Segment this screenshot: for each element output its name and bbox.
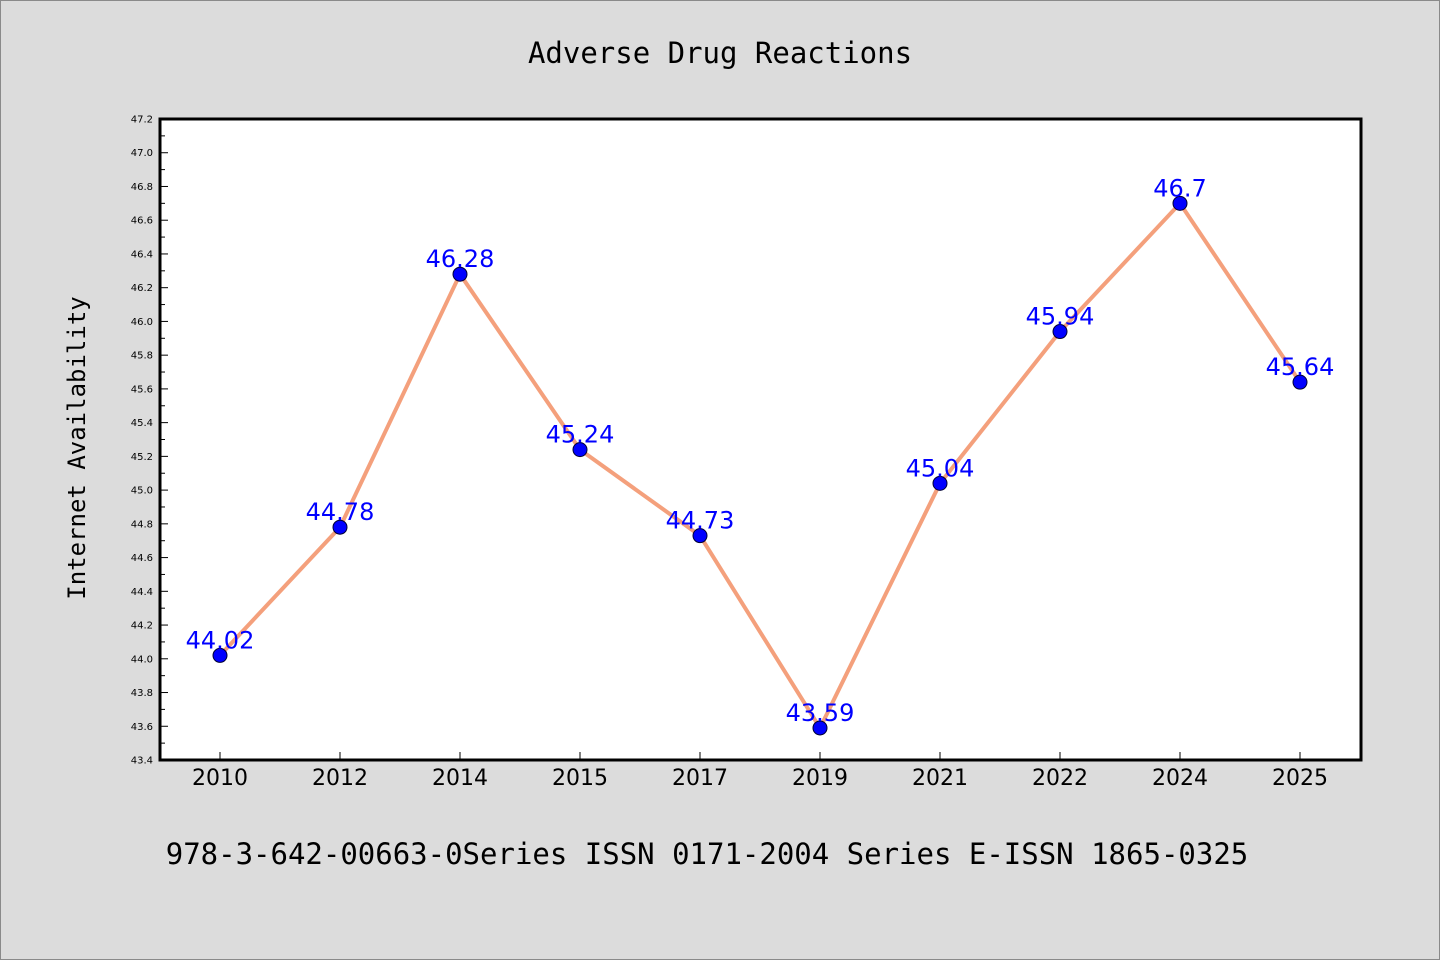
series-line-group — [218, 201, 1302, 730]
data-point — [452, 266, 468, 282]
chart-title: Adverse Drug Reactions — [528, 36, 912, 70]
y-tick-label: 45.2 — [131, 452, 153, 463]
y-tick-label: 47.2 — [131, 115, 153, 126]
y-tick-label: 45.8 — [131, 351, 153, 362]
data-point — [692, 528, 708, 544]
y-tick-label: 44.6 — [131, 553, 153, 564]
x-tick-label: 2010 — [192, 766, 248, 791]
y-tick-label: 45.4 — [131, 418, 153, 429]
data-point — [572, 442, 588, 458]
data-label: 46.28 — [426, 245, 495, 273]
y-tick-label: 44.0 — [131, 654, 153, 665]
data-label: 44.73 — [666, 507, 735, 535]
x-tick-label: 2014 — [432, 766, 488, 791]
x-tick-label: 2015 — [552, 766, 608, 791]
y-tick-label: 46.6 — [131, 216, 153, 227]
data-point — [212, 647, 228, 663]
y-tick-label: 46.2 — [131, 283, 153, 294]
x-tick-label: 2017 — [672, 766, 728, 791]
x-tick-label: 2022 — [1032, 766, 1088, 791]
data-label: 46.7 — [1153, 174, 1206, 202]
data-label: 45.24 — [546, 421, 615, 449]
y-tick-label: 46.8 — [131, 182, 153, 193]
y-tick-label: 46.4 — [131, 249, 153, 260]
data-label: 44.02 — [186, 626, 255, 654]
data-point — [1292, 374, 1308, 390]
data-labels: 44.02 44.78 46.28 45.24 44.73 43.59 45.04 45.94… — [186, 174, 1335, 727]
y-tick-label: 45.6 — [131, 384, 153, 395]
y-tick-label: 44.4 — [131, 587, 153, 598]
data-label: 44.78 — [306, 498, 375, 526]
y-tick-label: 43.6 — [131, 722, 153, 733]
data-point — [332, 519, 348, 535]
x-tick-label: 2025 — [1272, 766, 1328, 791]
data-point — [1172, 195, 1188, 211]
y-tick-label: 43.4 — [131, 756, 153, 767]
y-tick-label: 46.0 — [131, 317, 153, 328]
data-label: 45.94 — [1026, 303, 1095, 331]
y-tick-label: 44.8 — [131, 519, 153, 530]
y-tick-label: 44.2 — [131, 621, 153, 632]
data-point — [1052, 324, 1068, 340]
y-tick-label: 47.0 — [131, 148, 153, 159]
data-point — [812, 720, 828, 736]
x-axis-ticks: 2010 2012 2014 2015 2017 2019 2021 2022 2024 2025 — [192, 752, 1328, 791]
footer-isbn-text: 978-3-642-00663-0Series ISSN 0171-2004 S… — [166, 837, 1249, 871]
series-line — [218, 201, 1302, 730]
data-point — [932, 475, 948, 491]
data-label: 45.64 — [1266, 353, 1335, 381]
x-tick-label: 2012 — [312, 766, 368, 791]
data-label: 45.04 — [906, 454, 975, 482]
y-axis-ticks: 43.4 43.6 43.8 44.0 44.2 44.4 44.6 44.8 45.0 45.2… — [131, 115, 168, 767]
series-markers — [212, 195, 1308, 736]
x-tick-label: 2019 — [792, 766, 848, 791]
y-tick-label: 45.0 — [131, 486, 153, 497]
y-tick-label: 43.8 — [131, 688, 153, 699]
plot-area — [158, 117, 1363, 762]
x-tick-label: 2024 — [1152, 766, 1208, 791]
x-tick-label: 2021 — [912, 766, 968, 791]
y-axis-label: Internet Availability — [63, 296, 91, 599]
data-label: 43.59 — [786, 699, 855, 727]
